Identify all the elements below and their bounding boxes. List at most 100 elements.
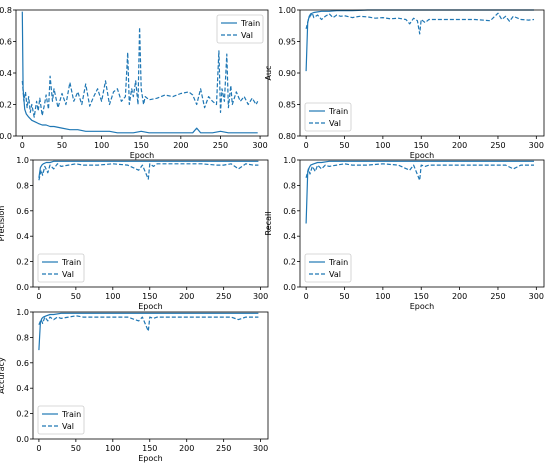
recall-series-train-line <box>305 160 534 224</box>
auc-xtick-label: 250 <box>490 141 505 150</box>
auc-legend: Train Val <box>304 102 352 132</box>
auc-xtick-label: 300 <box>529 141 544 150</box>
auc-ytick-label: 0.95 <box>278 38 296 47</box>
accuracy-ytick-label: 0.8 <box>16 333 29 342</box>
loss-xtick-label: 100 <box>94 141 109 150</box>
accuracy-axes-frame <box>32 311 269 440</box>
recall-xlabel: Epoch <box>410 302 435 311</box>
loss-series-train-line <box>21 11 258 134</box>
recall-legend-box <box>304 253 352 283</box>
accuracy-ytick-label: 1.0 <box>16 308 29 317</box>
precision-legend-box <box>37 253 85 283</box>
precision-xtick-label: 250 <box>216 292 231 301</box>
loss-ytick-label: 0.8 <box>0 6 12 15</box>
precision-xtick-label: 200 <box>179 292 194 301</box>
accuracy-ytick-label: 0.2 <box>16 410 29 419</box>
auc-series-val-line <box>305 12 535 35</box>
recall-xtick-label: 50 <box>339 292 349 301</box>
recall-ylabel: Recall <box>264 212 273 236</box>
precision-ytick-label: 0.6 <box>16 207 29 216</box>
subplot-auc: 0 50 100 150 200 250 300 0.80 0.85 0.90 0.95 1.00 Ep… <box>264 6 545 160</box>
recall-xtick-label: 300 <box>529 292 544 301</box>
accuracy-legend-label-train: Train <box>61 410 81 419</box>
loss-legend-label-train: Train <box>240 19 260 28</box>
accuracy-xtick-label: 150 <box>142 444 157 453</box>
accuracy-legend-box <box>37 405 85 435</box>
auc-xtick-label: 100 <box>375 141 390 150</box>
auc-series-train-line <box>305 9 534 72</box>
auc-legend-label-val: Val <box>329 119 341 128</box>
loss-xtick-label: 150 <box>134 141 149 150</box>
accuracy-ytick-label: 0.6 <box>16 359 29 368</box>
recall-ytick-label: 0.6 <box>283 207 296 216</box>
accuracy-legend: Train Val <box>37 405 85 435</box>
accuracy-xlabel: Epoch <box>138 454 163 463</box>
auc-ytick-label: 1.00 <box>278 6 296 15</box>
auc-legend-label-train: Train <box>328 107 348 116</box>
auc-ytick-label: 0.90 <box>278 69 296 78</box>
accuracy-series-train-line <box>38 312 259 351</box>
precision-series-val-line <box>38 163 259 181</box>
auc-xtick-label: 200 <box>452 141 467 150</box>
precision-xtick-label: 100 <box>105 292 120 301</box>
precision-xlabel: Epoch <box>138 302 163 311</box>
loss-legend: Train Val <box>216 14 264 44</box>
precision-series-train-line <box>38 160 259 178</box>
precision-ytick-label: 0.2 <box>16 258 29 267</box>
loss-xtick-label: 250 <box>213 141 228 150</box>
recall-xtick-label: 150 <box>414 292 429 301</box>
precision-ytick-label: 1.0 <box>16 156 29 165</box>
accuracy-xtick-label: 100 <box>105 444 120 453</box>
accuracy-xtick-label: 0 <box>36 444 41 453</box>
recall-ytick-label: 1.0 <box>283 156 296 165</box>
loss-xtick-label: 300 <box>252 141 267 150</box>
loss-ytick-label: 0.4 <box>0 69 12 78</box>
loss-xtick-label: 50 <box>57 141 67 150</box>
recall-ytick-label: 0.0 <box>283 283 296 292</box>
accuracy-ytick-label: 0.4 <box>16 384 29 393</box>
subplot-accuracy: 0 50 100 150 200 250 300 0.0 0.2 0.4 0.6 0.8 1.0 Epoc… <box>0 308 269 463</box>
recall-xtick-label: 0 <box>304 292 309 301</box>
recall-axes-frame <box>299 159 545 288</box>
precision-legend: Train Val <box>37 253 85 283</box>
auc-ylabel: Auc <box>264 66 273 81</box>
precision-xtick-label: 150 <box>142 292 157 301</box>
auc-ytick-label: 0.80 <box>278 132 296 141</box>
loss-legend-label-val: Val <box>241 31 253 40</box>
loss-series-val-line <box>21 26 259 118</box>
recall-xtick-label: 200 <box>452 292 467 301</box>
precision-xtick-label: 0 <box>36 292 41 301</box>
accuracy-xtick-label: 200 <box>179 444 194 453</box>
precision-ytick-label: 0.4 <box>16 232 29 241</box>
precision-legend-label-val: Val <box>62 270 74 279</box>
loss-xtick-label: 0 <box>20 141 25 150</box>
recall-legend-label-train: Train <box>328 258 348 267</box>
precision-ylabel: Precision <box>0 206 6 242</box>
precision-ytick-label: 0.0 <box>16 283 29 292</box>
auc-xtick-label: 0 <box>304 141 309 150</box>
loss-legend-box <box>216 14 264 44</box>
precision-xtick-label: 300 <box>253 292 268 301</box>
accuracy-legend-label-val: Val <box>62 422 74 431</box>
recall-series-val-line <box>305 163 534 181</box>
loss-xtick-label: 200 <box>173 141 188 150</box>
accuracy-ylabel: Accuracy <box>0 357 6 394</box>
loss-ytick-label: 0.2 <box>0 101 12 110</box>
precision-ytick-label: 0.8 <box>16 181 29 190</box>
recall-legend-label-val: Val <box>329 270 341 279</box>
recall-ytick-label: 0.2 <box>283 258 296 267</box>
recall-ytick-label: 0.4 <box>283 232 296 241</box>
precision-legend-label-train: Train <box>61 258 81 267</box>
recall-xtick-label: 250 <box>490 292 505 301</box>
precision-axes-frame <box>32 159 269 288</box>
accuracy-xtick-label: 300 <box>253 444 268 453</box>
accuracy-ytick-label: 0.0 <box>16 435 29 444</box>
recall-xtick-label: 100 <box>375 292 390 301</box>
subplot-recall: 0 50 100 150 200 250 300 0.0 0.2 0.4 0.6 0.8 1.0 Epoc… <box>264 156 545 311</box>
recall-ytick-label: 0.8 <box>283 181 296 190</box>
accuracy-series-val-line <box>38 315 259 332</box>
loss-xlabel: Epoch <box>130 151 155 160</box>
auc-ytick-label: 0.85 <box>278 101 296 110</box>
precision-xtick-label: 50 <box>71 292 81 301</box>
